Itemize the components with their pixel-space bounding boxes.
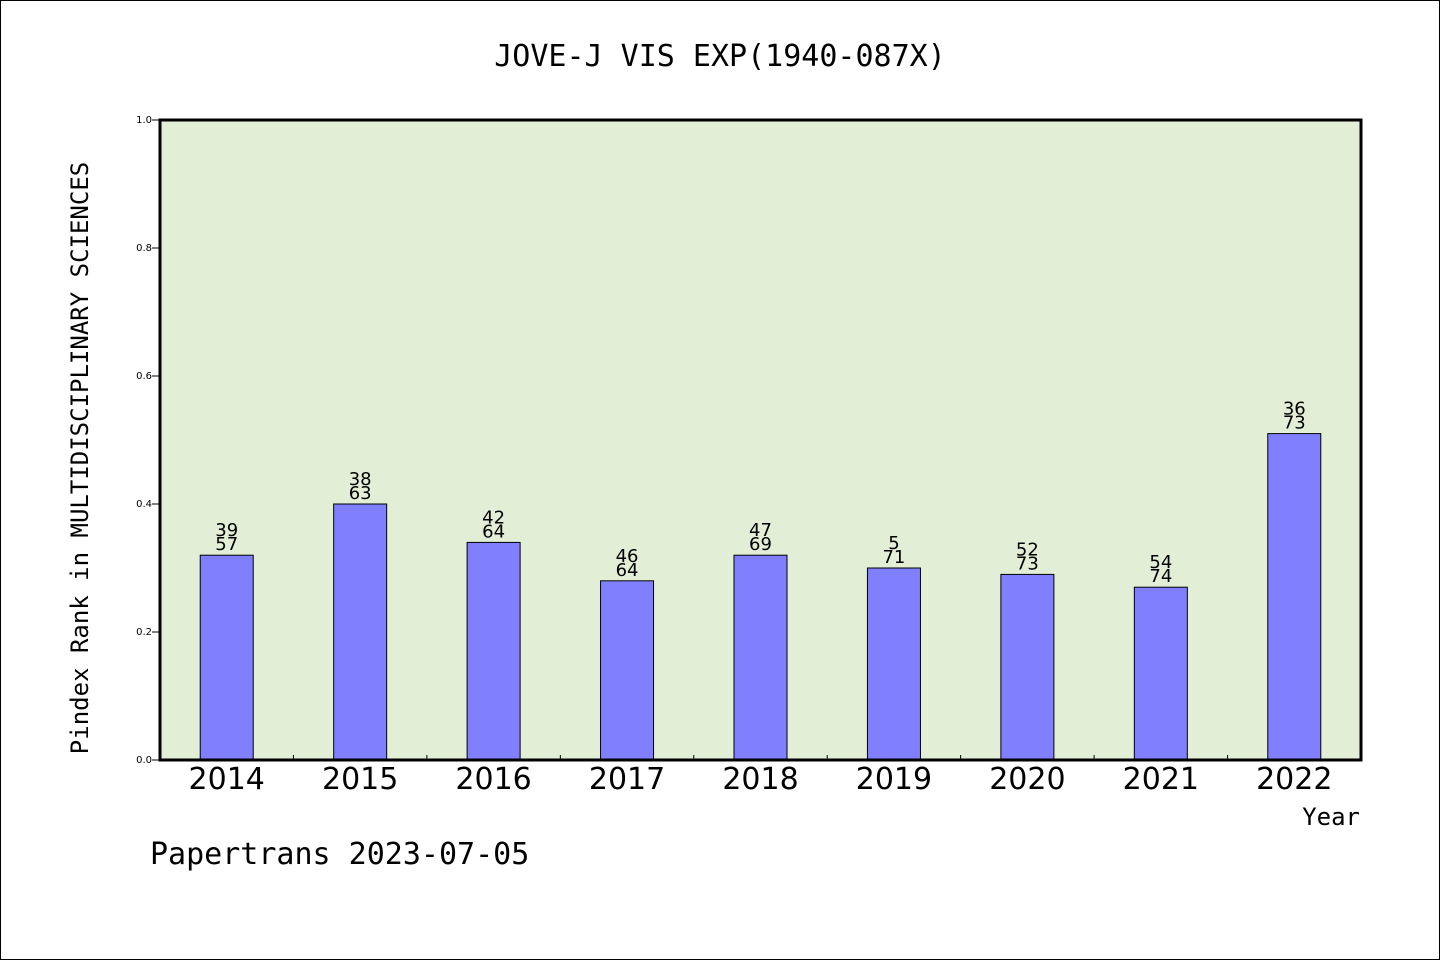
- bar-total-label: 71: [882, 547, 905, 568]
- x-tick-label: 2022: [1256, 762, 1332, 797]
- y-tick-label: 0.2: [136, 627, 152, 638]
- y-tick-label: 0.4: [136, 499, 152, 510]
- x-tick-label: 2015: [322, 762, 398, 797]
- bar-rank-label: 52: [1016, 539, 1039, 560]
- y-tick-label: 0.0: [136, 755, 152, 766]
- bar: [466, 541, 521, 761]
- bar-total-label: 57: [215, 534, 238, 555]
- y-tick-label: 1.0: [136, 115, 152, 126]
- bar-total-label: 64: [482, 521, 505, 542]
- x-tick-label: 2021: [1123, 762, 1199, 797]
- bar: [866, 567, 921, 761]
- bars-group: [199, 433, 1322, 761]
- x-axis-label: Year: [1302, 803, 1360, 831]
- x-axis: 2014 2015 2016 2017 2018 2019 2020 2021 2022: [189, 755, 1332, 797]
- bar: [1000, 573, 1055, 761]
- bar: [733, 554, 788, 761]
- bar-rank-label: 42: [482, 507, 505, 528]
- x-tick-label: 2017: [589, 762, 665, 797]
- bar-rank-label: 38: [349, 469, 372, 490]
- x-tick-label: 2014: [189, 762, 265, 797]
- bar-total-label: 69: [749, 534, 772, 555]
- bar-rank-label: 39: [215, 520, 238, 541]
- bar-total-label: 63: [349, 483, 372, 504]
- y-axis: 0.0 0.2 0.4 0.6 0.8 1.0: [136, 115, 160, 766]
- bar-total-label: 64: [616, 560, 639, 581]
- x-tick-label: 2018: [722, 762, 798, 797]
- bar-rank-label: 5: [888, 533, 899, 554]
- bar-rank-label: 36: [1283, 399, 1306, 420]
- y-tick-label: 0.6: [136, 371, 152, 382]
- y-tick-label: 0.8: [136, 243, 152, 254]
- bar-rank-label: 46: [616, 546, 639, 567]
- bar-total-label: 73: [1016, 553, 1039, 574]
- x-tick-label: 2016: [455, 762, 531, 797]
- footer-credit: Papertrans 2023-07-05: [150, 837, 529, 872]
- bar-total-label: 74: [1149, 566, 1172, 587]
- bar: [333, 503, 388, 761]
- bar: [1267, 433, 1322, 761]
- bar-rank-label: 47: [749, 520, 772, 541]
- bar: [199, 554, 254, 761]
- x-tick-label: 2020: [989, 762, 1065, 797]
- bar: [1133, 586, 1188, 761]
- chart-title: JOVE-J VIS EXP(1940-087X): [494, 39, 946, 74]
- plot-border: [158, 118, 1363, 762]
- bar-total-label: 73: [1283, 413, 1306, 434]
- bar-rank-label: 54: [1149, 552, 1172, 573]
- x-tick-label: 2019: [856, 762, 932, 797]
- y-axis-label: Pindex Rank in MULTIDISCIPLINARY SCIENCE…: [66, 162, 94, 754]
- bar: [600, 580, 655, 761]
